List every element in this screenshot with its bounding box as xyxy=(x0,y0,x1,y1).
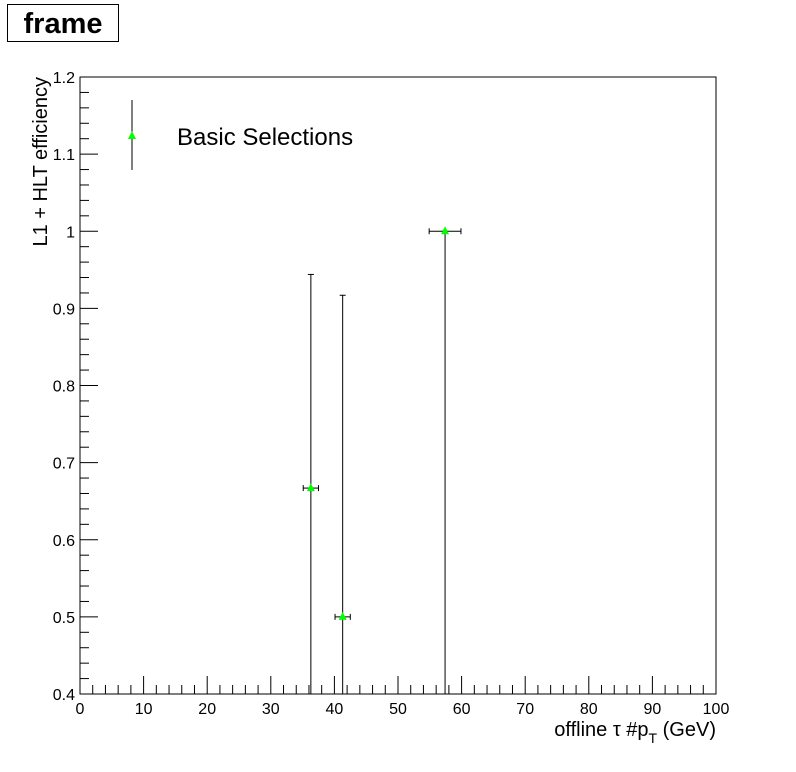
x-tick-label: 60 xyxy=(453,701,471,718)
y-tick-label: 0.6 xyxy=(53,533,75,550)
x-tick-label: 50 xyxy=(389,701,407,718)
y-tick-label: 1.1 xyxy=(53,147,75,164)
data-point xyxy=(338,611,347,620)
x-tick-label: 80 xyxy=(580,701,598,718)
x-tick-label: 90 xyxy=(644,701,662,718)
y-tick-label: 0.5 xyxy=(53,610,75,627)
x-tick-label: 30 xyxy=(262,701,280,718)
data-point xyxy=(306,483,315,492)
y-tick-label: 0.9 xyxy=(53,301,75,318)
data-point xyxy=(441,226,450,235)
error-bars xyxy=(302,228,462,694)
x-tick-label: 0 xyxy=(76,701,85,718)
legend: Basic Selections xyxy=(128,100,353,170)
x-axis-label-main: offline τ #p xyxy=(554,719,648,741)
x-tick-label: 20 xyxy=(198,701,216,718)
y-axis-label: L1 + HLT efficiency xyxy=(30,77,52,247)
y-tick-label: 0.8 xyxy=(53,379,75,396)
chart-title: frame xyxy=(7,4,119,42)
legend-label: Basic Selections xyxy=(177,124,353,151)
plot-frame xyxy=(79,76,717,695)
y-tick-label: 0.4 xyxy=(53,687,75,704)
x-tick-label: 100 xyxy=(703,701,730,718)
data-points xyxy=(306,226,450,620)
x-axis-ticks xyxy=(79,676,717,694)
y-axis-tick-labels: 0.4 0.5 0.6 0.7 0.8 0.9 1 1.1 1.2 xyxy=(53,70,75,704)
x-axis-label: offline τ #pT (GeV) xyxy=(554,719,716,746)
y-tick-label: 0.7 xyxy=(53,456,75,473)
x-tick-label: 70 xyxy=(516,701,534,718)
legend-marker xyxy=(128,131,136,139)
x-axis-label-unit: (GeV) xyxy=(657,719,716,741)
y-axis-ticks xyxy=(80,76,98,695)
x-axis-tick-labels: 0 10 20 30 40 50 60 70 80 90 100 xyxy=(76,701,730,718)
x-tick-label: 40 xyxy=(326,701,344,718)
y-tick-label: 1.2 xyxy=(53,70,75,87)
x-axis-label-subscript: T xyxy=(649,730,658,746)
y-tick-label: 1 xyxy=(66,224,75,241)
x-tick-label: 10 xyxy=(135,701,153,718)
